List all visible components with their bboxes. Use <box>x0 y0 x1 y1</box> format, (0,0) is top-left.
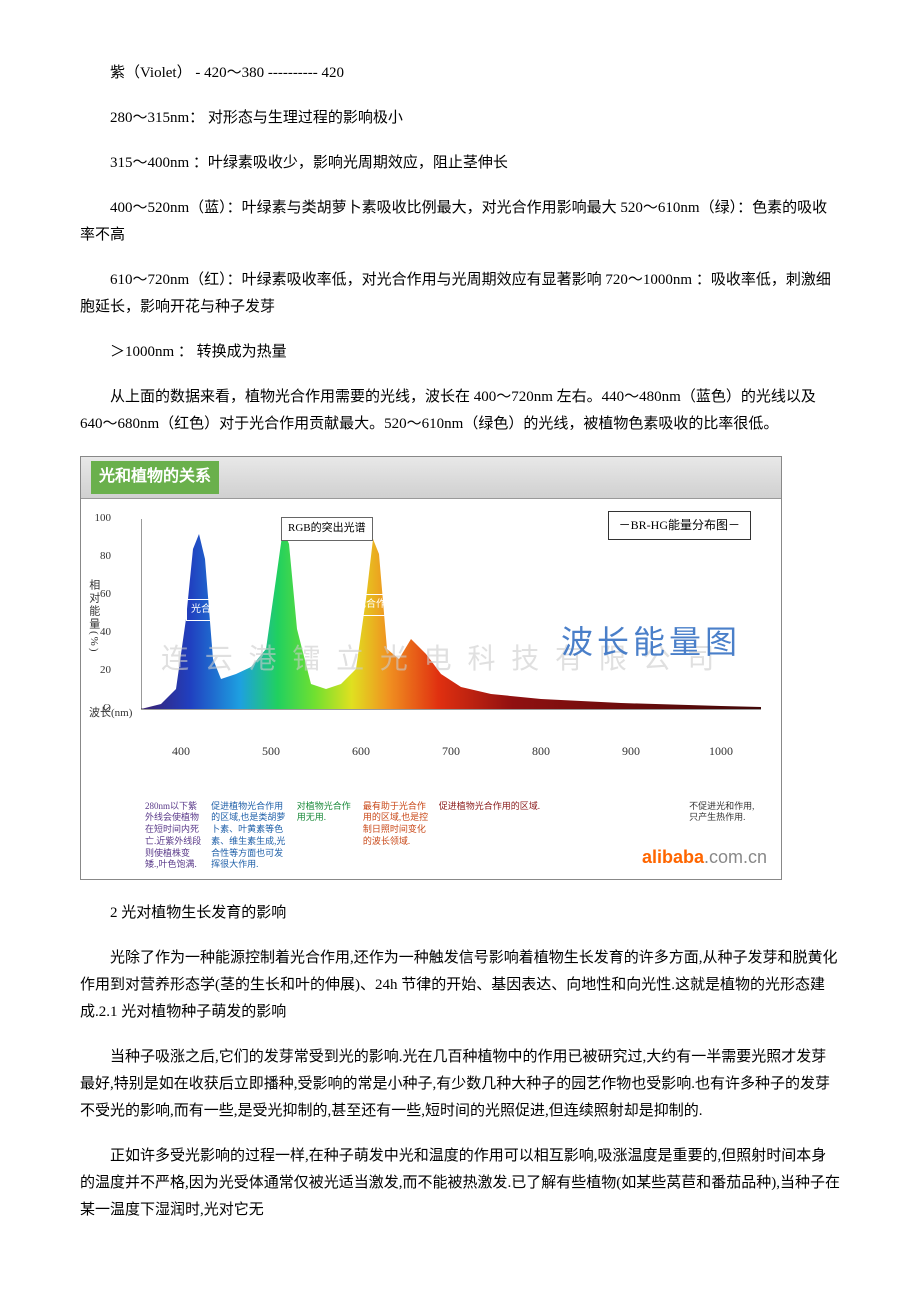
paragraph-seed-germination: 当种子吸涨之后,它们的发芽常受到光的影响.光在几百种植物中的作用已被研究过,大约… <box>80 1044 840 1125</box>
x-tick: 1000 <box>709 741 733 763</box>
chart-header: 光和植物的关系 <box>81 457 781 499</box>
paragraph-280-315: 280～315nm： 对形态与生理过程的影响极小 <box>80 105 840 132</box>
chart-x-axis-label: 波长(nm) <box>89 704 132 724</box>
annotation-block: 促进植物光合作用的区域,也是类胡萝卜素、叶黄素等色素、维生素生成,光合性等方面也… <box>207 799 293 873</box>
annotation-block: 最有助于光合作用的区域,也是控制日照时间变化的波长领域. <box>359 799 435 873</box>
chart-region-label-1: 光合作用领域 <box>186 599 256 621</box>
y-tick: 60 <box>100 585 111 605</box>
y-tick: 40 <box>100 623 111 643</box>
chart-region-label-2: 光合作用领域 <box>351 594 421 616</box>
paragraph-400-520: 400～520nm（蓝）：叶绿素与类胡萝卜素吸收比例最大，对光合作用影响最大 5… <box>80 195 840 249</box>
paragraph-610-720: 610～720nm（红）：叶绿素吸收率低，对光合作用与光周期效应有显著影响 72… <box>80 267 840 321</box>
paragraph-summary: 从上面的数据来看，植物光合作用需要的光线，波长在 400～720nm 左右。44… <box>80 384 840 438</box>
x-tick: 600 <box>352 741 370 763</box>
paragraph-1000: ＞1000nm ： 转换成为热量 <box>80 339 840 366</box>
y-tick: 20 <box>100 661 111 681</box>
paragraph-section2-intro: 光除了作为一种能源控制着光合作用,还作为一种触发信号影响着植物生长发育的许多方面… <box>80 945 840 1026</box>
paragraph-section2-title: 2 光对植物生长发育的影响 <box>80 900 840 927</box>
x-tick: 500 <box>262 741 280 763</box>
y-tick: 80 <box>100 547 111 567</box>
x-tick: 800 <box>532 741 550 763</box>
paragraph-315-400: 315～400nm ：叶绿素吸收少，影响光周期效应，阻止茎伸长 <box>80 150 840 177</box>
annotation-block: 对植物光合作用无用. <box>293 799 359 873</box>
chart-title-overlay: 波长能量图 <box>561 614 741 672</box>
paragraph-light-temperature: 正如许多受光影响的过程一样,在种子萌发中光和温度的作用可以相互影响,吸涨温度是重… <box>80 1143 840 1224</box>
x-tick: 400 <box>172 741 190 763</box>
y-tick: 100 <box>95 509 112 529</box>
chart-header-title: 光和植物的关系 <box>91 461 219 494</box>
x-tick: 900 <box>622 741 640 763</box>
x-tick: 700 <box>442 741 460 763</box>
paragraph-violet: 紫（Violet） - 420～380 ---------- 420 <box>80 60 840 87</box>
annotation-block: 280nm以下紫外线会使植物在短时间内死亡.近紫外线段则使植株变矮.,叶色饱满. <box>141 799 207 873</box>
chart-watermark-url: alibaba.com.cn <box>642 841 767 873</box>
chart-rgb-label: RGB的突出光谱 <box>281 517 373 541</box>
wavelength-energy-chart: 光和植物的关系 －BR-HG能量分布图－ RGB的突出光谱 连 云 港 镭 立 … <box>80 456 782 880</box>
chart-legend: －BR-HG能量分布图－ <box>608 511 751 541</box>
